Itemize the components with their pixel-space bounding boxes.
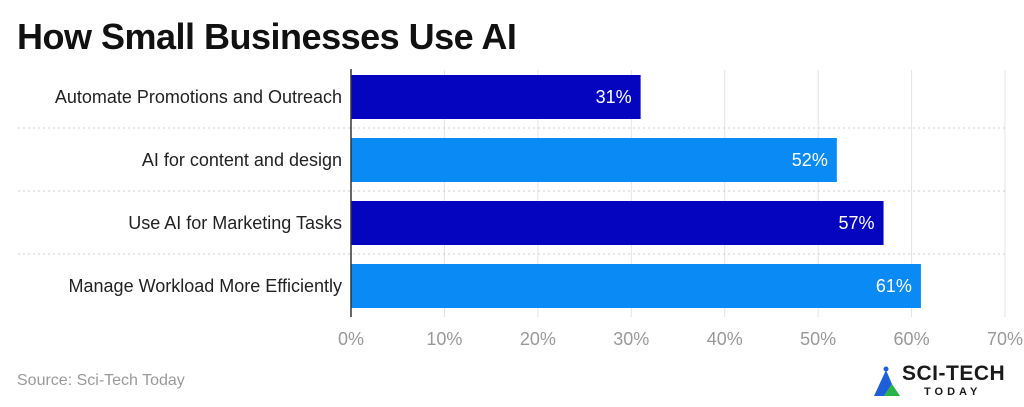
bar-chart: 31% 52% 57% 61% Automate Promotions and Out… — [18, 69, 1023, 349]
bars: 31% 52% 57% 61% — [351, 75, 921, 308]
logo-name: SCI-TECH — [902, 362, 1006, 385]
x-tick-label: 60% — [894, 329, 930, 349]
x-tick-label: 20% — [520, 329, 556, 349]
category-label: AI for content and design — [142, 150, 342, 170]
bar — [351, 138, 837, 182]
x-tick-label: 0% — [338, 329, 364, 349]
category-label: Automate Promotions and Outreach — [55, 87, 342, 107]
sci-tech-logo: SCI-TECH TODAY — [872, 362, 1017, 402]
x-axis-ticks: 0% 10% 20% 30% 40% 50% 60% 70% — [338, 329, 1023, 349]
x-tick-label: 70% — [987, 329, 1023, 349]
category-label: Manage Workload More Efficiently — [69, 276, 342, 296]
x-tick-label: 30% — [613, 329, 649, 349]
bar — [351, 264, 921, 308]
bar-value-label: 52% — [792, 150, 828, 170]
x-tick-label: 40% — [707, 329, 743, 349]
logo-subtitle: TODAY — [924, 386, 982, 398]
category-label: Use AI for Marketing Tasks — [128, 213, 342, 233]
logo-mark-icon — [874, 366, 900, 396]
x-tick-label: 10% — [426, 329, 462, 349]
bar — [351, 201, 884, 245]
category-labels: Automate Promotions and Outreach AI for c… — [55, 87, 342, 296]
x-tick-label: 50% — [800, 329, 836, 349]
bar — [351, 75, 641, 119]
chart-title: How Small Businesses Use AI — [17, 16, 517, 57]
source-note: Source: Sci-Tech Today — [17, 372, 185, 389]
bar-value-label: 57% — [839, 213, 875, 233]
bar-value-label: 31% — [596, 87, 632, 107]
bar-value-label: 61% — [876, 276, 912, 296]
